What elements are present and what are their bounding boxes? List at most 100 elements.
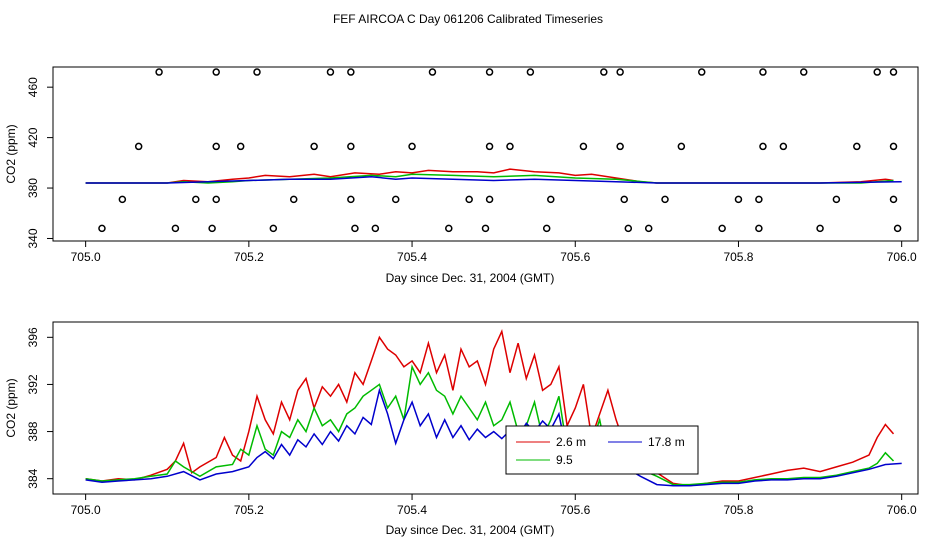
calibration-marker [310, 142, 318, 151]
series-line-17-8-m [85, 387, 902, 487]
calibration-marker [371, 224, 380, 233]
bottom-series [85, 328, 902, 487]
legend-label-9-5m: 9.5 [556, 453, 573, 467]
top-y-ticks: 340 380 420 460 [26, 77, 53, 248]
calibration-marker [600, 68, 608, 76]
calibration-marker [428, 68, 437, 76]
calibration-marker [212, 142, 220, 151]
x-tick-label: 706.0 [887, 250, 917, 264]
top-panel: Day since Dec. 31, 2004 (GMT) CO2 (ppm) … [4, 66, 919, 285]
x-tick-label: 705.0 [71, 503, 101, 517]
calibration-marker [134, 142, 143, 151]
series-line-2-6-m [85, 328, 895, 487]
calibration-marker [755, 195, 763, 204]
calibration-marker [445, 224, 453, 233]
calibration-marker [171, 224, 180, 233]
bottom-x-axis-label: Day since Dec. 31, 2004 (GMT) [386, 523, 555, 537]
legend-label-2-6m: 2.6 m [556, 435, 586, 449]
calibration-marker [212, 68, 220, 76]
y-tick-label: 384 [26, 468, 40, 488]
bottom-y-ticks: 384 388 392 396 [26, 327, 53, 489]
calibration-marker [212, 195, 220, 204]
y-tick-label: 388 [26, 421, 40, 441]
bottom-x-ticks: 705.0 705.2 705.4 705.6 705.8 706.0 [71, 494, 917, 517]
x-tick-label: 705.4 [397, 503, 427, 517]
calibration-marker [734, 195, 743, 204]
x-tick-label: 705.4 [397, 250, 427, 264]
calibration-marker [661, 195, 669, 204]
calibration-marker [547, 195, 555, 204]
calibration-marker [485, 195, 494, 204]
series-line-blue [85, 175, 902, 184]
calibration-marker [98, 224, 106, 233]
calibration-marker [853, 142, 861, 151]
calibration-marker [526, 68, 535, 76]
bottom-y-axis-label: CO2 (ppm) [4, 378, 18, 437]
calibration-marker [816, 224, 824, 233]
top-plot-frame [52, 66, 919, 242]
calibration-marker [253, 68, 261, 76]
bottom-panel: Day since Dec. 31, 2004 (GMT) CO2 (ppm) … [4, 321, 919, 537]
calibration-marker [759, 68, 767, 76]
calibration-marker [616, 142, 624, 151]
calibration-marker [347, 68, 355, 76]
calibration-marker [481, 224, 490, 233]
calibration-marker [755, 224, 763, 233]
top-series [85, 168, 902, 184]
calibration-marker [677, 142, 686, 151]
calibration-marker [347, 142, 355, 151]
series-line-9-5 [85, 364, 895, 486]
calibration-marker [579, 142, 588, 151]
y-tick-label: 380 [26, 178, 40, 198]
calibration-marker [624, 224, 633, 233]
top-markers [98, 68, 902, 233]
calibration-marker [620, 195, 628, 204]
calibration-marker [485, 68, 494, 76]
calibration-marker [485, 142, 494, 151]
calibration-marker [192, 195, 200, 204]
calibration-marker [889, 142, 898, 151]
top-x-ticks: 705.0 705.2 705.4 705.6 705.8 706.0 [71, 241, 917, 264]
calibration-marker [644, 224, 653, 233]
calibration-marker [893, 224, 902, 233]
calibration-marker [873, 68, 881, 76]
calibration-marker [889, 195, 898, 204]
calibration-marker [408, 142, 416, 151]
legend: 2.6 m 9.5 17.8 m [505, 425, 699, 475]
calibration-marker [289, 195, 298, 204]
x-tick-label: 705.8 [723, 250, 753, 264]
calibration-marker [326, 68, 335, 76]
calibration-marker [347, 195, 355, 204]
x-tick-label: 706.0 [887, 503, 917, 517]
calibration-marker [698, 68, 706, 76]
calibration-marker [236, 142, 245, 151]
y-tick-label: 420 [26, 127, 40, 147]
calibration-marker [155, 68, 163, 76]
calibration-marker [779, 142, 788, 151]
legend-label-17-8m: 17.8 m [648, 435, 685, 449]
calibration-marker [542, 224, 551, 233]
y-tick-label: 396 [26, 327, 40, 347]
calibration-marker [616, 68, 624, 76]
y-tick-label: 392 [26, 374, 40, 394]
calibration-marker [832, 195, 841, 204]
calibration-marker [208, 224, 216, 233]
calibration-marker [759, 142, 767, 151]
x-tick-label: 705.0 [71, 250, 101, 264]
calibration-marker [465, 195, 473, 204]
y-tick-label: 340 [26, 228, 40, 248]
legend-box [505, 425, 699, 475]
x-tick-label: 705.8 [723, 503, 753, 517]
x-tick-label: 705.6 [560, 503, 590, 517]
calibration-marker [269, 224, 278, 233]
calibration-marker [391, 195, 400, 204]
calibration-marker [351, 224, 359, 233]
calibration-marker [718, 224, 726, 233]
calibration-marker [889, 68, 898, 76]
x-tick-label: 705.6 [560, 250, 590, 264]
top-y-axis-label: CO2 (ppm) [4, 124, 18, 183]
y-tick-label: 460 [26, 77, 40, 97]
calibration-marker [800, 68, 808, 76]
calibration-marker [118, 195, 127, 204]
